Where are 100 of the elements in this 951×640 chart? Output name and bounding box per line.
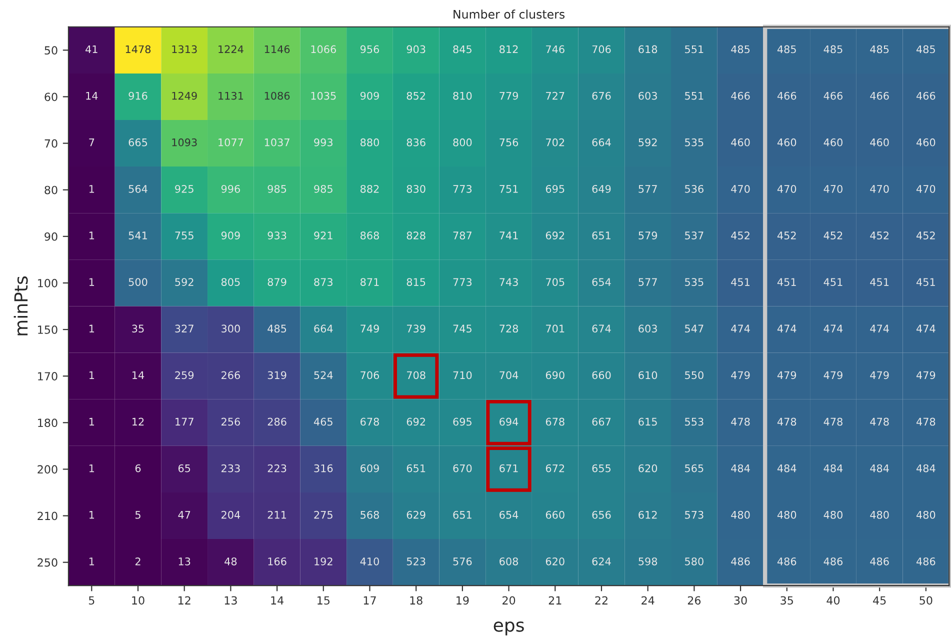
data-label: 573 — [685, 510, 704, 519]
data-label: 1 — [89, 558, 94, 566]
data-label: 603 — [638, 92, 657, 100]
x-tick-label: 14 — [271, 596, 284, 604]
data-label: 655 — [592, 464, 611, 472]
data-label: 828 — [406, 232, 426, 240]
data-label: 478 — [870, 418, 889, 426]
data-label: 480 — [916, 510, 936, 519]
data-label: 484 — [824, 464, 843, 472]
data-label: 702 — [546, 138, 564, 146]
data-label: 485 — [268, 324, 286, 333]
data-label: 609 — [360, 464, 379, 472]
data-label: 486 — [824, 557, 843, 566]
data-label: 579 — [638, 232, 658, 240]
data-label: 256 — [222, 418, 240, 426]
data-label: 810 — [453, 92, 472, 100]
data-label: 466 — [777, 92, 796, 100]
data-label: 460 — [777, 138, 796, 146]
data-label: 259 — [175, 371, 194, 380]
data-label: 485 — [777, 45, 796, 54]
data-label: 603 — [638, 324, 657, 333]
data-label: 745 — [453, 324, 472, 333]
data-label: 629 — [406, 510, 426, 519]
data-label: 275 — [314, 510, 332, 519]
data-label: 1 — [89, 371, 94, 379]
data-label: 690 — [546, 371, 564, 380]
x-tick-label: 24 — [642, 596, 654, 604]
data-label: 728 — [500, 324, 518, 333]
data-label: 695 — [453, 418, 472, 426]
data-label: 612 — [638, 510, 657, 519]
x-tick-label: 13 — [224, 596, 237, 605]
data-label: 654 — [500, 510, 518, 519]
data-label: 478 — [731, 418, 750, 426]
data-label: 452 — [824, 232, 842, 240]
data-label: 916 — [128, 92, 148, 100]
data-label: 615 — [638, 418, 657, 426]
data-label: 470 — [777, 184, 796, 193]
data-label: 879 — [268, 278, 286, 286]
data-label: 485 — [731, 45, 750, 54]
chart-title: Number of clusters — [454, 10, 565, 19]
data-label: 651 — [406, 464, 426, 472]
data-label: 541 — [128, 232, 147, 240]
data-label: 486 — [777, 557, 796, 566]
data-label: 460 — [731, 138, 750, 146]
data-label: 577 — [638, 278, 657, 286]
data-label: 741 — [500, 232, 518, 240]
data-label: 484 — [870, 464, 889, 472]
data-label: 550 — [685, 371, 704, 380]
x-tick-label: 40 — [826, 596, 840, 605]
data-label: 466 — [916, 92, 936, 100]
data-label: 1 — [89, 185, 94, 193]
x-tick-label: 30 — [734, 596, 747, 605]
data-label: 474 — [824, 324, 843, 332]
data-label: 651 — [592, 232, 610, 240]
data-label: 486 — [870, 557, 889, 566]
y-tick-label: 70 — [44, 139, 58, 148]
data-label: 565 — [685, 464, 704, 472]
data-label: 710 — [453, 371, 472, 380]
data-label: 956 — [360, 45, 380, 54]
data-label: 882 — [360, 184, 379, 193]
data-label: 48 — [224, 557, 237, 566]
data-label: 536 — [685, 184, 704, 193]
data-label: 484 — [916, 464, 936, 472]
x-tick-label: 45 — [873, 596, 886, 605]
data-label: 620 — [546, 557, 564, 566]
data-label: 478 — [777, 418, 796, 426]
data-label: 871 — [360, 278, 379, 286]
data-label: 466 — [731, 92, 750, 100]
data-label: 704 — [500, 371, 518, 380]
data-label: 465 — [314, 418, 332, 426]
data-label: 1035 — [311, 92, 336, 100]
data-label: 1 — [89, 324, 94, 332]
data-label: 485 — [870, 45, 889, 54]
data-label: 674 — [592, 324, 611, 333]
data-label: 1478 — [126, 45, 151, 54]
data-label: 452 — [731, 232, 750, 240]
data-label: 773 — [453, 184, 472, 193]
x-tick-label: 5 — [88, 596, 94, 605]
data-label: 479 — [824, 371, 842, 380]
data-label: 670 — [453, 464, 472, 472]
data-label: 470 — [916, 184, 936, 193]
data-label: 676 — [592, 92, 611, 100]
data-label: 746 — [546, 45, 564, 54]
y-tick-label: 150 — [38, 325, 58, 334]
x-tick-label: 10 — [132, 596, 144, 605]
y-tick-label: 50 — [44, 46, 58, 55]
y-tick-label: 200 — [38, 465, 58, 474]
data-label: 327 — [175, 324, 194, 333]
data-label: 451 — [777, 278, 796, 286]
data-label: 739 — [407, 324, 426, 333]
data-label: 452 — [870, 232, 888, 240]
data-label: 592 — [638, 138, 657, 146]
data-label: 485 — [916, 45, 935, 54]
y-axis-title: minPts — [14, 276, 28, 336]
data-label: 787 — [453, 232, 472, 240]
data-label: 266 — [222, 371, 240, 380]
data-label: 478 — [824, 418, 842, 426]
data-label: 474 — [731, 324, 750, 332]
data-label: 1037 — [264, 138, 290, 146]
data-label: 568 — [360, 510, 379, 519]
